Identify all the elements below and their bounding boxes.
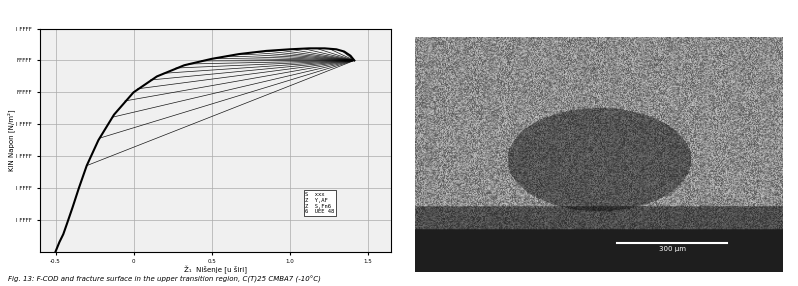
Text: 300 μm: 300 μm — [659, 246, 686, 252]
X-axis label: Ž₁  Nišenje [u širi]: Ž₁ Nišenje [u širi] — [184, 266, 247, 274]
Y-axis label: KIN Napon [N/m²]: KIN Napon [N/m²] — [7, 109, 15, 171]
Text: S  xxx
Z  Y,AF
Z  S,Fn6
6  UEE 48: S xxx Z Y,AF Z S,Fn6 6 UEE 48 — [305, 192, 334, 214]
Text: Fig. 13: F-COD and fracture surface in the upper transition region, C(T)25 CMBA7: Fig. 13: F-COD and fracture surface in t… — [8, 276, 321, 283]
